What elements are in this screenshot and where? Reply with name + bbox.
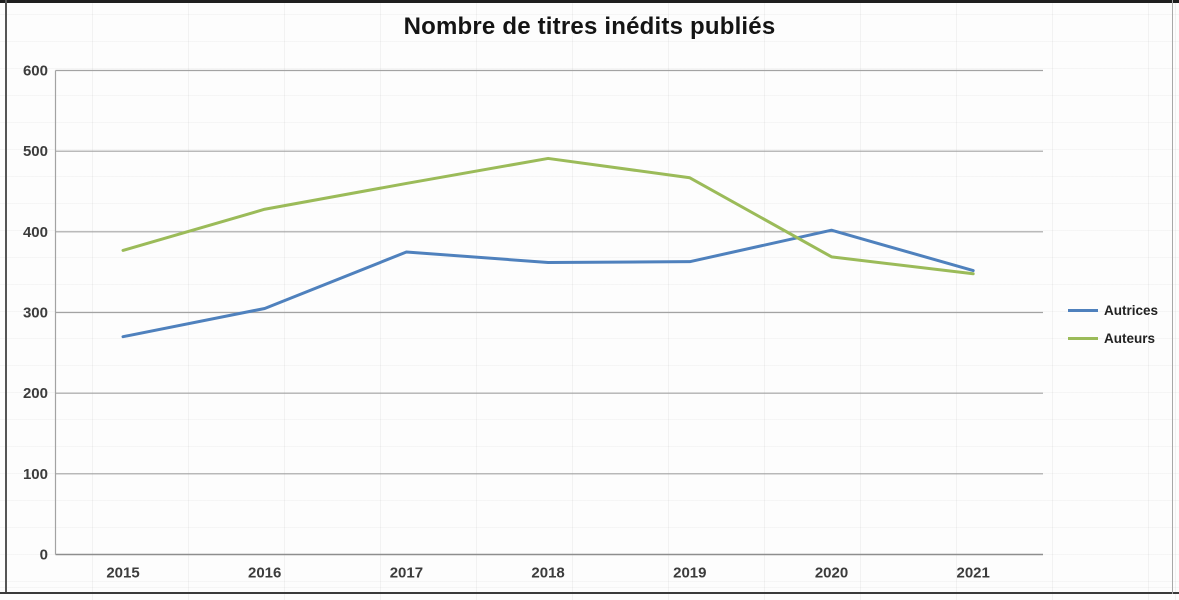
legend-item-auteurs: Auteurs <box>1068 324 1158 352</box>
x-tick-label: 2016 <box>248 565 281 582</box>
y-tick-label: 200 <box>23 385 48 402</box>
y-tick-label: 500 <box>23 143 48 160</box>
y-tick-label: 300 <box>23 305 48 322</box>
frame-top-border <box>0 0 1179 3</box>
x-tick-label: 2017 <box>390 565 423 582</box>
chart-legend: Autrices Auteurs <box>1068 296 1158 352</box>
y-tick-label: 600 <box>23 63 48 80</box>
legend-item-autrices: Autrices <box>1068 296 1158 324</box>
series-line-autrices <box>121 228 975 339</box>
legend-label-auteurs: Auteurs <box>1104 330 1156 346</box>
frame-left-border <box>5 0 7 594</box>
autrices-line-swatch-icon <box>1068 308 1098 312</box>
legend-label-autrices: Autrices <box>1104 302 1159 318</box>
frame-right-border <box>1172 0 1173 594</box>
chart-title: Nombre de titres inédits publiés <box>403 13 776 40</box>
series-line-auteurs <box>121 156 975 276</box>
x-tick-label: 2020 <box>815 565 848 582</box>
auteurs-line-swatch-icon <box>1068 336 1098 340</box>
x-tick-label: 2018 <box>531 565 564 582</box>
y-tick-label: 100 <box>23 466 48 483</box>
y-tick-label: 400 <box>23 224 48 241</box>
frame-bottom-border <box>0 592 1179 594</box>
y-tick-label: 0 <box>40 547 48 564</box>
x-tick-label: 2021 <box>957 565 990 582</box>
x-tick-label: 2019 <box>673 565 706 582</box>
x-tick-label: 2015 <box>106 565 139 582</box>
